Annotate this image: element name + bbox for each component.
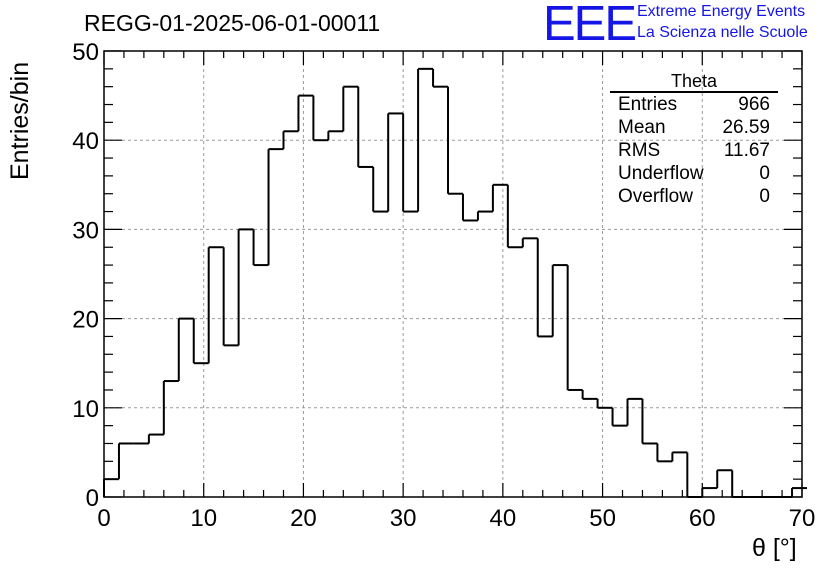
- y-tick-label: 10: [72, 396, 99, 423]
- stats-row-mean: Mean 26.59: [610, 116, 778, 139]
- stats-label: Overflow: [618, 186, 693, 207]
- x-tick-label: 50: [589, 505, 616, 532]
- stats-row-rms: RMS 11.67: [610, 139, 778, 162]
- y-tick-label: 20: [72, 307, 99, 334]
- stats-row-overflow: Overflow 0: [610, 185, 778, 208]
- stats-label: Mean: [618, 117, 666, 138]
- x-tick-label: 20: [290, 505, 317, 532]
- x-tick-label: 60: [689, 505, 716, 532]
- x-axis-label: θ [°]: [752, 534, 797, 562]
- logo-line-1: Extreme Energy Events: [637, 3, 806, 20]
- stats-value: 966: [738, 94, 770, 115]
- x-tick-label: 70: [789, 505, 816, 532]
- stats-box: Theta Entries 966 Mean 26.59 RMS 11.67 U…: [610, 72, 778, 208]
- logo-line-2: La Scienza nelle Scuole: [637, 24, 808, 41]
- chart-title: REGG-01-2025-06-01-00011: [84, 10, 381, 36]
- y-tick-label: 40: [72, 128, 99, 155]
- stats-value: 11.67: [723, 140, 770, 161]
- stats-value: 0: [759, 186, 770, 207]
- stats-label: Entries: [618, 94, 678, 115]
- x-tick-label: 40: [490, 505, 517, 532]
- x-tick-label: 0: [97, 505, 110, 532]
- stats-label: Underflow: [618, 163, 704, 184]
- stats-title: Theta: [610, 72, 778, 93]
- x-tick-label: 30: [390, 505, 417, 532]
- y-axis-label: Entries/bin: [6, 61, 34, 180]
- y-tick-label: 0: [86, 485, 99, 512]
- stats-value: 0: [759, 163, 770, 184]
- stats-value: 26.59: [722, 117, 770, 138]
- plot-frame: [103, 50, 803, 498]
- x-tick-label: 10: [190, 505, 217, 532]
- y-tick-label: 50: [72, 39, 99, 66]
- y-tick-label: 30: [72, 217, 99, 244]
- stats-row-underflow: Underflow 0: [610, 162, 778, 185]
- stats-label: RMS: [618, 140, 661, 161]
- stats-row-entries: Entries 966: [610, 93, 778, 116]
- eee-logo: EEE: [543, 0, 637, 51]
